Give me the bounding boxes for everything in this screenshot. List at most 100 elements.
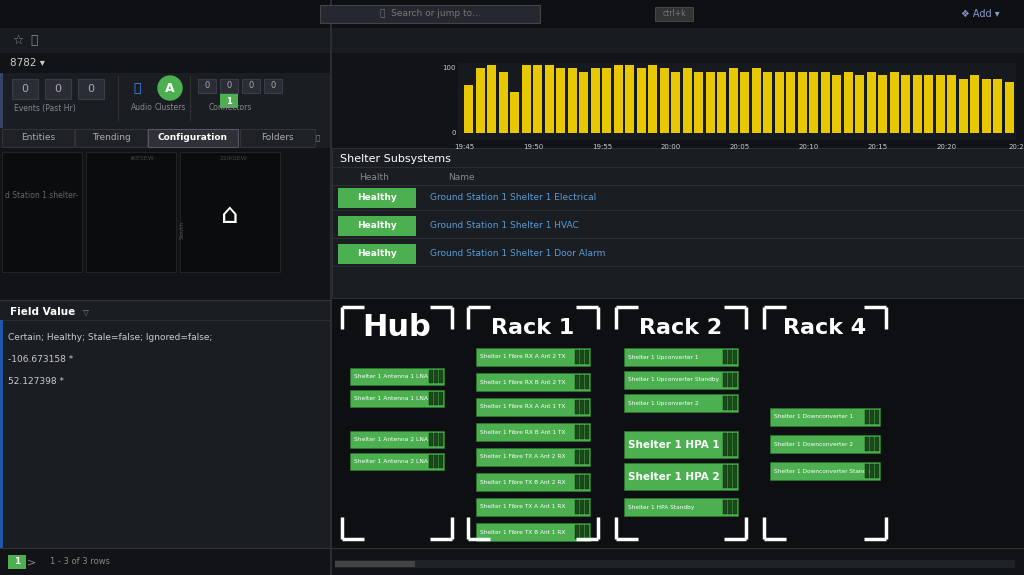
Bar	[575, 525, 579, 539]
Bar	[981, 79, 990, 133]
Bar	[332, 148, 1024, 149]
Bar	[0, 548, 1024, 575]
Text: Shelter 1 Antenna 2 LNA 2: Shelter 1 Antenna 2 LNA 2	[354, 459, 434, 464]
Bar	[332, 298, 1024, 548]
Bar	[338, 244, 416, 264]
Bar	[240, 129, 315, 147]
Text: Ground Station 1 Shelter 1 Electrical: Ground Station 1 Shelter 1 Electrical	[430, 194, 596, 202]
Text: ctrl+k: ctrl+k	[663, 10, 686, 18]
Text: 0: 0	[226, 82, 231, 90]
Bar	[624, 498, 738, 516]
Bar	[728, 433, 732, 456]
Bar	[936, 75, 944, 133]
Bar	[655, 7, 693, 21]
Bar	[12, 79, 38, 99]
Bar	[585, 475, 589, 489]
Bar	[332, 167, 1024, 168]
Bar	[580, 525, 584, 539]
Text: 20:05: 20:05	[730, 144, 750, 150]
Text: Shelter 1 Antenna 2 LNA 1: Shelter 1 Antenna 2 LNA 1	[354, 437, 434, 442]
Bar	[499, 72, 508, 133]
Text: Shelter 1 Fibre TX A Ant 1 RX: Shelter 1 Fibre TX A Ant 1 RX	[480, 504, 565, 509]
Bar	[844, 72, 853, 133]
Text: Healthy: Healthy	[357, 250, 397, 259]
Text: Shelter 1 Fibre RX B Ant 2 TX: Shelter 1 Fibre RX B Ant 2 TX	[480, 380, 565, 385]
Text: 1: 1	[14, 558, 20, 566]
Bar	[580, 375, 584, 389]
Bar	[434, 433, 438, 446]
Text: Rack 4: Rack 4	[783, 318, 866, 338]
Bar	[874, 410, 879, 424]
Bar	[0, 128, 330, 148]
Text: 0: 0	[22, 84, 29, 94]
Bar	[831, 75, 841, 133]
Bar	[476, 373, 590, 391]
Bar	[8, 555, 26, 569]
Text: South: South	[180, 221, 185, 239]
Bar	[2, 129, 74, 147]
Text: ▽: ▽	[83, 308, 89, 316]
Bar	[476, 448, 590, 466]
Text: 19:45: 19:45	[454, 144, 474, 150]
Bar	[575, 400, 579, 414]
Bar	[723, 433, 727, 456]
Bar	[429, 455, 433, 468]
Bar	[579, 72, 588, 133]
Text: 8782 ▾: 8782 ▾	[10, 58, 45, 68]
Bar	[338, 216, 416, 236]
Text: Shelter 1 HPA Standby: Shelter 1 HPA Standby	[628, 504, 694, 509]
Bar	[585, 375, 589, 389]
Bar	[706, 72, 715, 133]
Bar	[585, 350, 589, 364]
Text: 0: 0	[87, 84, 94, 94]
Bar	[890, 72, 898, 133]
Bar	[728, 373, 732, 387]
Bar	[439, 392, 443, 405]
Bar	[733, 373, 737, 387]
Bar	[580, 475, 584, 489]
Bar	[180, 152, 280, 272]
Bar	[429, 433, 433, 446]
Bar	[580, 400, 584, 414]
Bar	[434, 370, 438, 383]
Bar	[78, 79, 104, 99]
Text: Shelter 1 Upconverter Standby: Shelter 1 Upconverter Standby	[628, 378, 719, 382]
Bar	[624, 463, 738, 490]
Bar	[728, 68, 737, 133]
Bar	[0, 53, 1024, 73]
Text: ⥂: ⥂	[30, 33, 38, 47]
Bar	[717, 72, 726, 133]
Bar	[429, 370, 433, 383]
Bar	[220, 94, 238, 108]
Bar	[0, 320, 3, 548]
Bar	[613, 65, 623, 133]
Bar	[332, 55, 1024, 150]
Text: Shelter 1 Upconverter 2: Shelter 1 Upconverter 2	[628, 401, 698, 405]
Text: ☆: ☆	[12, 33, 24, 47]
Bar	[464, 86, 473, 133]
Bar	[752, 68, 761, 133]
Text: Events (Past Hr): Events (Past Hr)	[14, 104, 76, 113]
Bar	[330, 0, 332, 575]
Bar	[439, 433, 443, 446]
Bar	[625, 65, 634, 133]
Bar	[580, 425, 584, 439]
Text: Name: Name	[449, 174, 475, 182]
Bar	[332, 266, 1024, 267]
Bar	[585, 450, 589, 464]
Bar	[585, 500, 589, 514]
Bar	[0, 73, 330, 128]
Circle shape	[158, 76, 182, 100]
Text: Connectors: Connectors	[208, 104, 252, 113]
Bar	[901, 75, 910, 133]
Text: Trending: Trending	[91, 133, 130, 143]
Bar	[198, 79, 216, 93]
Bar	[75, 129, 147, 147]
Text: 0: 0	[452, 130, 456, 136]
Bar	[487, 65, 496, 133]
Bar	[993, 79, 1002, 133]
Bar	[0, 73, 3, 128]
Bar	[770, 408, 880, 426]
Text: ⌂: ⌂	[221, 201, 239, 229]
Bar	[580, 500, 584, 514]
